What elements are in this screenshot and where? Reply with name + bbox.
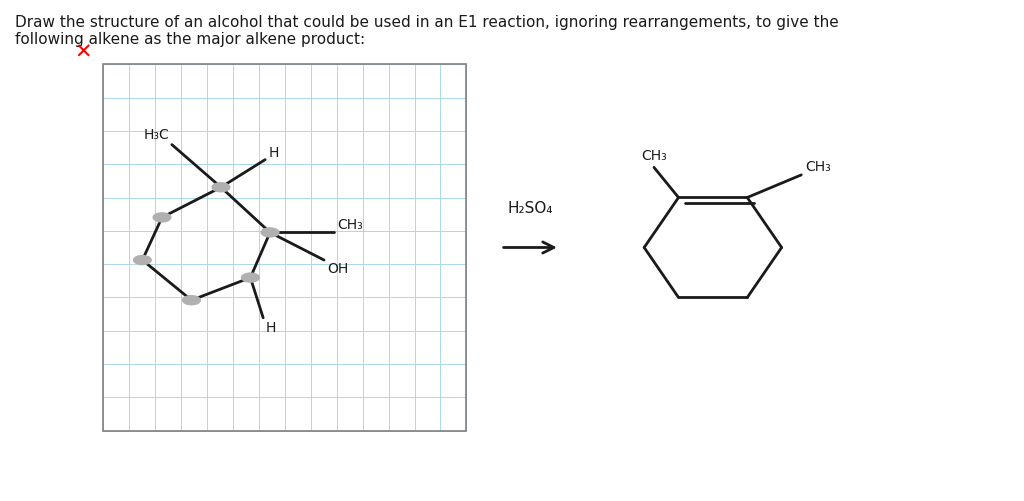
Bar [103, 65, 466, 431]
Text: H: H [269, 145, 280, 159]
Circle shape [212, 183, 229, 192]
Text: CH₃: CH₃ [805, 160, 830, 174]
Text: H: H [266, 321, 276, 335]
Text: H₃C: H₃C [143, 127, 169, 141]
Circle shape [154, 213, 171, 222]
Circle shape [261, 228, 279, 237]
Text: Draw the structure of an alcohol that could be used in an E1 reaction, ignoring : Draw the structure of an alcohol that co… [14, 15, 839, 48]
Circle shape [182, 296, 201, 305]
Circle shape [242, 274, 259, 283]
Text: OH: OH [327, 262, 348, 276]
Text: H₂SO₄: H₂SO₄ [508, 200, 553, 215]
Text: CH₃: CH₃ [641, 149, 667, 163]
Circle shape [133, 256, 152, 265]
Text: CH₃: CH₃ [337, 218, 362, 232]
Text: ✕: ✕ [75, 43, 92, 63]
